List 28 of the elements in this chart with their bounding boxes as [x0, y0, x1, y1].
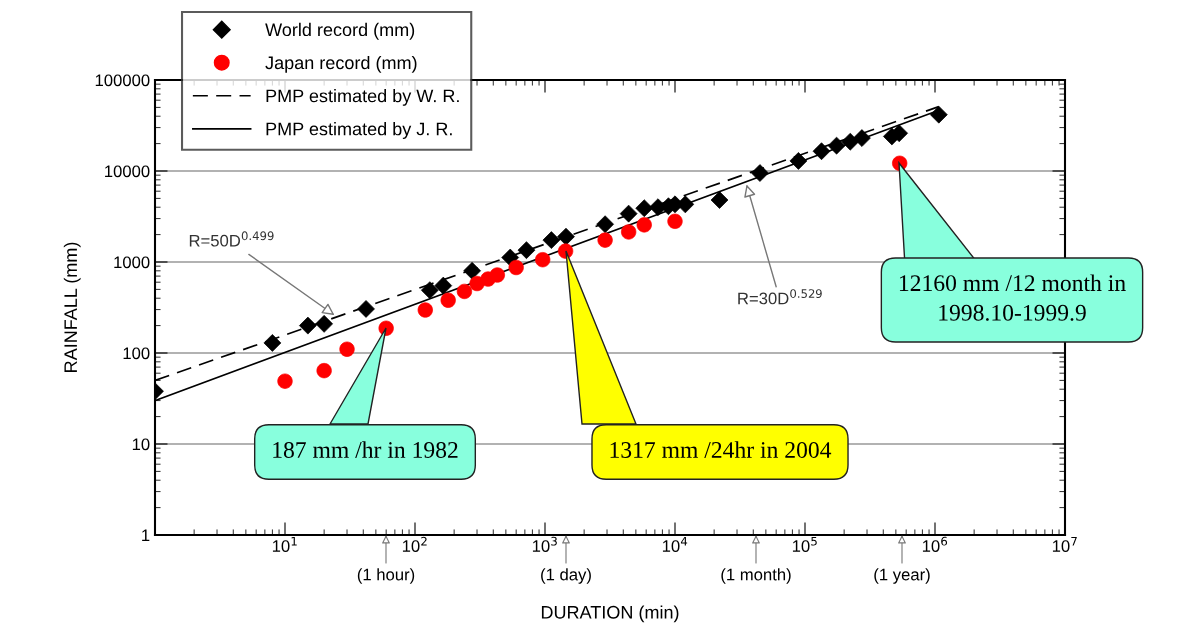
y-tick-label: 1 [142, 529, 150, 542]
legend-label: PMP estimated by W. R. [266, 89, 459, 106]
x-axis-title: DURATION (min) [541, 605, 679, 623]
x-tick-label: 10$^{7}$ [1052, 536, 1077, 552]
y-tick-label: 100000 [95, 74, 150, 87]
text: (1 month) [721, 568, 791, 584]
x-tick-label: 10$^{4}$ [662, 536, 688, 552]
x-tick-label: 10$^{2}$ [402, 536, 427, 552]
annotation: 12160 mm /12 month in 1998.10-1999.9 [899, 274, 1126, 321]
legend-label: World record (mm) [265, 22, 415, 40]
y-axis-title: RAINFALL (mm) [63, 242, 81, 372]
text: (1 year) [874, 568, 930, 584]
annotation: 187 mm /hr in 1982 [273, 441, 458, 458]
text: (1 day) [541, 568, 591, 584]
legend-label: PMP estimated by J. R. [266, 122, 452, 139]
annotation: 1317 mm /24hr in 2004 [610, 441, 832, 458]
y-tick-label: 1000 [114, 256, 150, 269]
y-tick-label: 100 [123, 347, 150, 360]
y-tick-label: 10 [132, 438, 150, 451]
x-tick-label: 10$^{6}$ [922, 536, 948, 552]
annotation: R=50D$^{0.499}$ [189, 231, 274, 247]
x-tick-label: 10$^{5}$ [792, 536, 817, 552]
y-tick-label: 10000 [105, 165, 150, 178]
annotation: R=30D$^{0.529}$ [738, 289, 822, 305]
text: (1 hour) [357, 568, 415, 584]
x-tick-label: 10$^{3}$ [532, 536, 557, 552]
legend-label: Japan record (mm) [265, 55, 417, 73]
x-tick-label: 10$^{1}$ [272, 536, 297, 552]
